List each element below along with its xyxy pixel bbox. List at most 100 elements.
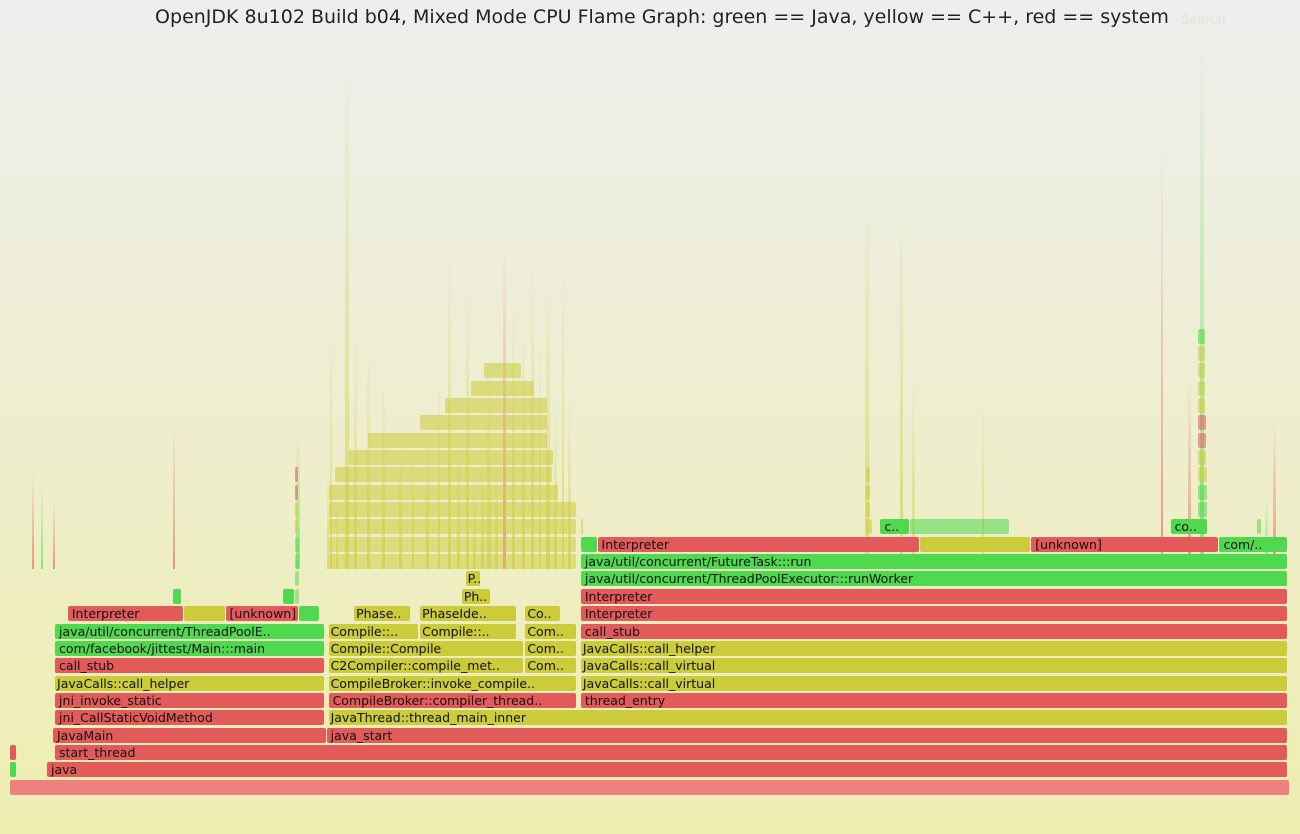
flame-frame[interactable]: jni_invoke_static: [55, 692, 324, 708]
flame-frame[interactable]: JavaMain: [53, 727, 326, 743]
flame-frame[interactable]: JavaCalls::call_virtual: [580, 658, 1287, 674]
sliver-stack[interactable]: [1265, 500, 1268, 570]
flame-frame[interactable]: jni_CallStaticVoidMethod: [55, 710, 324, 726]
sliver-stack[interactable]: [335, 500, 339, 570]
tower-frame[interactable]: [328, 484, 558, 500]
flame-frame[interactable]: start_thread: [55, 744, 1287, 760]
sliver-stack[interactable]: [900, 190, 904, 570]
tower-frame[interactable]: [294, 554, 299, 570]
tower-frame[interactable]: [1256, 519, 1261, 535]
sliver-stack[interactable]: [546, 280, 550, 570]
sliver-stack[interactable]: [1188, 380, 1192, 570]
flame-frame[interactable]: [unknown]: [1031, 536, 1219, 552]
flame-frame-unlabeled[interactable]: [10, 779, 1289, 795]
flame-frame[interactable]: java/util/concurrent/FutureTask:::run: [580, 554, 1287, 570]
flame-frame[interactable]: java/util/concurrent/ThreadPoolExecutor:…: [580, 571, 1287, 587]
flame-frame[interactable]: thread_entry: [580, 692, 1287, 708]
tower-frame[interactable]: [349, 450, 553, 465]
flame-frame-unlabeled[interactable]: [10, 744, 17, 760]
flame-frame[interactable]: Compile::..: [328, 623, 418, 639]
tower-frame[interactable]: [1198, 363, 1205, 379]
flame-frame-unlabeled[interactable]: [298, 606, 320, 622]
tower-frame[interactable]: [1198, 397, 1205, 413]
tower-frame[interactable]: [294, 484, 298, 500]
sliver-stack[interactable]: [296, 430, 300, 570]
flame-frame[interactable]: Interpreter: [67, 606, 184, 622]
tower-frame[interactable]: [1198, 328, 1205, 344]
flame-frame-unlabeled[interactable]: [919, 536, 1031, 552]
tower-frame[interactable]: [1198, 450, 1207, 465]
tower-frame[interactable]: [328, 554, 576, 570]
flame-frame[interactable]: Compile::Compile: [328, 640, 524, 656]
flame-frame[interactable]: Interpreter: [580, 606, 1287, 622]
flame-frame[interactable]: JavaCalls::call_helper: [580, 640, 1287, 656]
flame-frame[interactable]: [unknown]: [225, 606, 298, 622]
flame-frame[interactable]: PhaseIde..: [420, 606, 516, 622]
flame-frame-unlabeled[interactable]: [580, 536, 597, 552]
sliver-stack[interactable]: [172, 420, 176, 570]
sliver-stack[interactable]: [522, 330, 526, 570]
tower-frame[interactable]: [445, 397, 547, 413]
sliver-stack[interactable]: [865, 190, 869, 570]
flame-frame[interactable]: C2Compiler::compile_met..: [328, 658, 524, 674]
flame-frame[interactable]: Ph..: [461, 588, 490, 604]
tower-frame[interactable]: [470, 380, 534, 396]
flame-frame[interactable]: Compile::..: [420, 623, 516, 639]
search-button[interactable]: Search: [1181, 13, 1226, 28]
tower-frame[interactable]: [328, 502, 576, 518]
flame-frame[interactable]: Com..: [525, 658, 576, 674]
flame-frame[interactable]: Interpreter: [597, 536, 919, 552]
tower-frame[interactable]: [580, 519, 583, 535]
flame-frame[interactable]: Co..: [525, 606, 561, 622]
flame-frame[interactable]: Phase..: [354, 606, 411, 622]
sliver-stack[interactable]: [568, 400, 571, 570]
tower-frame[interactable]: [335, 467, 552, 483]
flame-frame[interactable]: java: [46, 762, 1287, 778]
sliver-stack[interactable]: [1273, 420, 1276, 570]
tower-frame[interactable]: [294, 588, 299, 604]
sliver-stack[interactable]: [52, 500, 56, 570]
flame-frame[interactable]: com/facebook/jittest/Main:::main: [55, 640, 324, 656]
tower-frame[interactable]: [328, 519, 576, 535]
sliver-stack[interactable]: [31, 470, 34, 570]
tower-frame[interactable]: [1198, 484, 1208, 500]
tower-frame[interactable]: [294, 502, 298, 518]
tower-frame[interactable]: [1198, 415, 1207, 431]
flame-frame[interactable]: Com..: [525, 640, 576, 656]
flame-frame-unlabeled[interactable]: [10, 762, 17, 778]
sliver-stack[interactable]: [912, 380, 915, 570]
tower-frame[interactable]: [1198, 467, 1208, 483]
flame-frame-unlabeled[interactable]: [172, 588, 181, 604]
flame-frame-unlabeled[interactable]: [282, 588, 295, 604]
tower-frame[interactable]: [866, 484, 871, 500]
tower-frame[interactable]: [910, 519, 1010, 535]
flame-frame[interactable]: JavaCalls::call_virtual: [580, 675, 1287, 691]
tower-frame[interactable]: [1198, 345, 1205, 361]
tower-frame[interactable]: [294, 571, 299, 587]
flame-frame[interactable]: JavaThread::thread_main_inner: [328, 710, 1287, 726]
tower-frame[interactable]: [1198, 502, 1208, 518]
tower-frame[interactable]: [294, 519, 298, 535]
flame-frame[interactable]: call_stub: [580, 623, 1287, 639]
sliver-stack[interactable]: [1160, 150, 1164, 570]
tower-frame[interactable]: [294, 467, 298, 483]
sliver-stack[interactable]: [554, 400, 557, 570]
flame-frame[interactable]: CompileBroker::compiler_thread..: [328, 692, 576, 708]
flame-frame[interactable]: JavaCalls::call_helper: [55, 675, 324, 691]
sliver-stack[interactable]: [1199, 40, 1204, 570]
sliver-stack[interactable]: [530, 260, 535, 570]
tower-frame[interactable]: [1198, 380, 1205, 396]
tower-frame[interactable]: [866, 502, 871, 518]
flame-frame[interactable]: com/..: [1219, 536, 1287, 552]
tower-frame[interactable]: [866, 519, 872, 535]
flame-frame[interactable]: java_start: [326, 727, 1287, 743]
sliver-stack[interactable]: [354, 330, 357, 570]
sliver-stack[interactable]: [330, 330, 333, 570]
flame-frame[interactable]: c..: [880, 519, 910, 535]
flame-frame[interactable]: call_stub: [55, 658, 324, 674]
flame-frame[interactable]: P..: [465, 571, 481, 587]
tower-frame[interactable]: [866, 467, 871, 483]
flame-frame[interactable]: Com..: [525, 623, 576, 639]
flame-frame[interactable]: co..: [1170, 519, 1207, 535]
flame-frame[interactable]: java/util/concurrent/ThreadPoolE..: [55, 623, 324, 639]
